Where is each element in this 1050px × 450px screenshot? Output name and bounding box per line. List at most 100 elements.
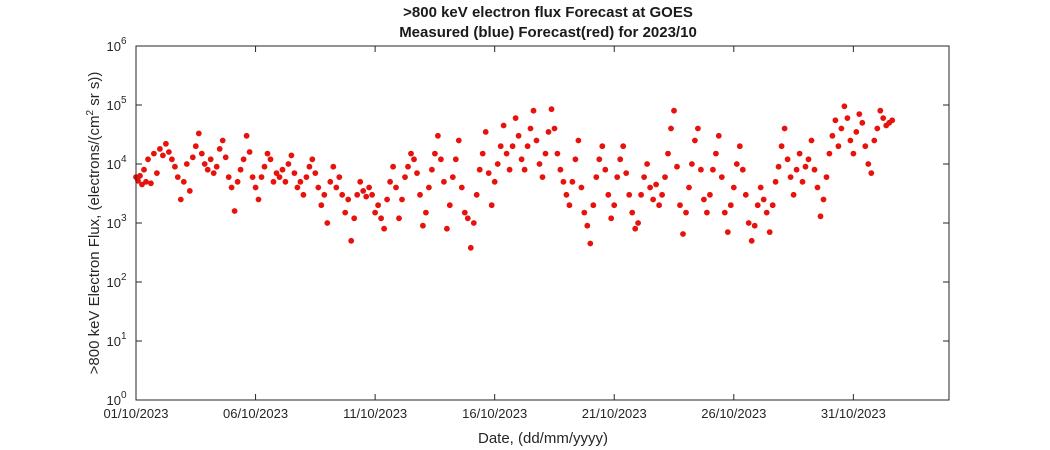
data-point [844,115,851,121]
data-point [632,225,639,232]
data-point [518,156,525,163]
y-axis-label-tail: sr s)) [86,72,103,110]
data-point [530,107,537,114]
data-point [503,150,510,157]
data-point [620,143,627,150]
data-point [267,156,274,163]
data-point [432,150,438,157]
data-point [599,143,606,150]
data-point [192,143,199,150]
data-point [647,184,653,191]
data-point [399,196,405,203]
data-point [509,143,516,150]
data-point [584,222,591,229]
data-point [805,156,812,163]
y-tick-label: 103 [107,213,127,231]
data-point [605,191,612,198]
data-point [539,174,546,181]
data-point [285,161,292,167]
x-tick-label: 26/10/2023 [701,406,766,421]
data-point [668,125,674,132]
data-point [363,193,370,200]
data-point [763,209,770,216]
data-point [820,196,827,203]
data-point [686,184,692,191]
data-point [551,125,558,132]
data-point [297,178,304,185]
y-tick-exponent: 5 [121,95,127,106]
data-point [345,196,352,203]
data-point [766,229,773,236]
data-point [698,166,704,173]
data-point [137,172,143,179]
data-point [856,111,863,117]
data-point [545,129,552,135]
data-point [802,163,809,170]
data-point [482,129,489,135]
data-point [279,166,286,173]
data-point [527,125,534,132]
data-point [829,132,836,139]
y-tick-exponent: 2 [121,272,127,283]
data-point [710,166,716,173]
data-point [548,106,555,113]
data-point [491,178,498,185]
plot-frame [135,45,950,401]
data-point [793,166,800,173]
data-point [536,161,543,167]
data-point [282,178,289,185]
data-point [572,156,579,163]
data-point [426,184,432,191]
data-point [841,103,848,110]
y-tick-exponent: 6 [121,36,127,47]
data-point [186,188,193,194]
data-point [458,184,465,191]
data-point [387,178,393,185]
data-point [596,156,603,163]
data-point [270,178,277,185]
data-point [721,209,728,216]
data-point [638,191,644,198]
y-tick-label: 100 [107,390,127,408]
data-point [569,178,576,185]
data-point [665,150,671,157]
data-point [644,161,650,167]
data-point [772,178,779,185]
data-point [775,163,782,170]
data-point [180,178,187,185]
data-point [730,184,737,191]
data-point [874,125,881,132]
data-point [760,196,767,203]
data-point [859,119,866,126]
data-point [485,170,492,177]
data-point [656,202,662,209]
data-point [811,166,818,173]
data-point [838,125,845,132]
data-point [823,174,830,181]
data-point [533,137,540,144]
x-axis-label: Date, (dd/mm/yyyy) [478,430,608,447]
data-point [151,150,157,157]
data-point [602,166,609,173]
data-point [429,166,435,173]
data-point [154,170,160,177]
data-point [327,178,334,185]
data-point [455,137,462,144]
data-point [324,220,331,226]
data-point [219,137,226,144]
data-point [850,150,857,157]
data-point [778,143,785,150]
y-tick-label: 101 [107,331,127,349]
data-point [414,170,420,177]
data-point [213,163,220,170]
data-point [201,161,208,167]
data-point [799,178,806,185]
data-point [348,237,355,244]
data-point [653,181,659,188]
data-point [300,191,307,198]
data-point [258,174,265,181]
data-point [617,156,624,163]
data-point [566,202,573,209]
data-point [680,231,686,237]
